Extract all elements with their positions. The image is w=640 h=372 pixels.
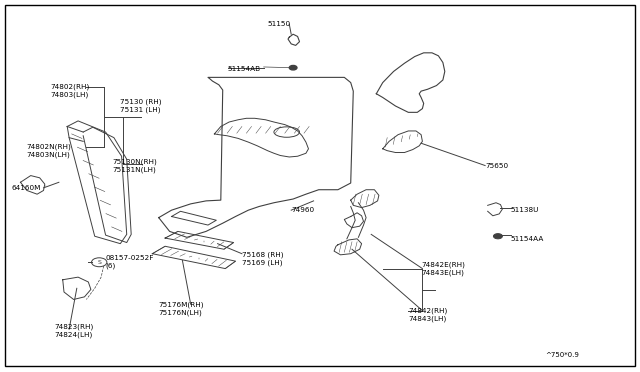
Circle shape <box>289 65 297 70</box>
Text: 51154AB: 51154AB <box>228 66 261 72</box>
Text: 74842(RH)
74843(LH): 74842(RH) 74843(LH) <box>408 307 447 321</box>
Text: 75130 (RH)
75131 (LH): 75130 (RH) 75131 (LH) <box>120 99 162 113</box>
Text: 51154AA: 51154AA <box>511 236 544 242</box>
Text: 75176M(RH)
75176N(LH): 75176M(RH) 75176N(LH) <box>159 302 204 316</box>
Text: 74823(RH)
74824(LH): 74823(RH) 74824(LH) <box>54 324 93 338</box>
Text: 74842E(RH)
74843E(LH): 74842E(RH) 74843E(LH) <box>421 262 465 276</box>
Text: 51138U: 51138U <box>511 207 539 213</box>
Text: 75650: 75650 <box>485 163 508 169</box>
Text: 51150: 51150 <box>268 21 291 27</box>
Text: 08157-0252F
(6): 08157-0252F (6) <box>106 255 154 269</box>
Circle shape <box>493 234 502 239</box>
Ellipse shape <box>274 127 300 137</box>
Text: 74802(RH)
74803(LH): 74802(RH) 74803(LH) <box>50 84 89 98</box>
Text: 75130N(RH)
75131N(LH): 75130N(RH) 75131N(LH) <box>112 158 157 173</box>
Text: ^750*0.9: ^750*0.9 <box>545 352 579 358</box>
Text: S: S <box>97 260 101 265</box>
Text: 74960: 74960 <box>291 207 314 213</box>
Text: 74802N(RH)
74803N(LH): 74802N(RH) 74803N(LH) <box>27 144 72 158</box>
Text: 75168 (RH)
75169 (LH): 75168 (RH) 75169 (LH) <box>242 251 284 266</box>
Text: 64160M: 64160M <box>12 185 41 191</box>
